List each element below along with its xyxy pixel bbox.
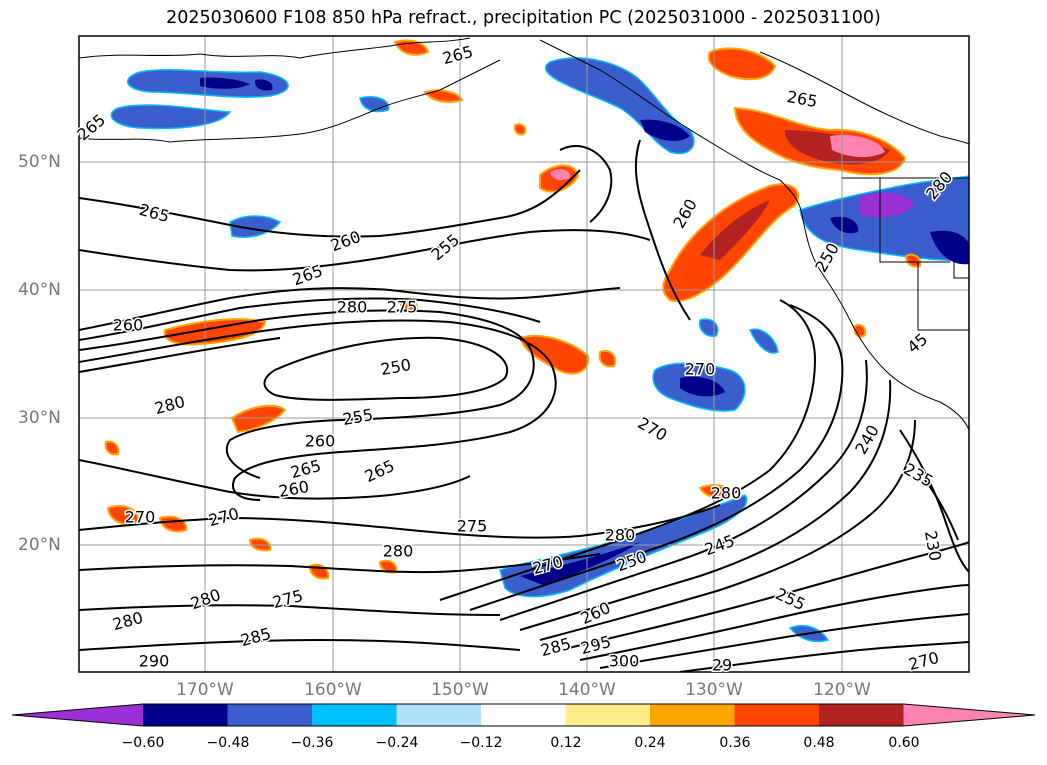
- lat-label-20n: 20°N: [18, 535, 61, 555]
- refractivity-contours: [79, 139, 969, 672]
- colorbar-extend-left: [12, 704, 143, 726]
- colorbar-tick-label: 0.12: [550, 735, 582, 751]
- colorbar-outline: [11, 703, 1036, 727]
- colorbar-swatch: [650, 704, 735, 726]
- colorbar-tick-label: −0.48: [206, 735, 250, 751]
- lon-label-160w: 160°W: [304, 680, 362, 700]
- colorbar-tick-label: −0.24: [375, 735, 419, 751]
- colorbar-swatch: [396, 704, 482, 726]
- contour-label: 275: [457, 517, 488, 536]
- lon-label-150w: 150°W: [431, 680, 489, 700]
- colorbar-swatch: [819, 704, 904, 726]
- colorbar-swatch: [481, 704, 566, 726]
- colorbar-tick-label: 0.60: [888, 735, 920, 751]
- contour-label: 260: [113, 316, 144, 335]
- lon-label-120w: 120°W: [813, 680, 871, 700]
- contour-label: 29: [712, 656, 732, 675]
- colorbar-swatch: [143, 704, 228, 726]
- contour-label: 280: [383, 542, 414, 561]
- colorbar-tick-label: −0.12: [459, 735, 503, 751]
- contour-label: 275: [387, 298, 418, 317]
- colorbar-tick-label: −0.60: [121, 735, 165, 751]
- contour-label: 280: [337, 298, 368, 317]
- graticule: [79, 36, 969, 672]
- colorbar-extend-right: [903, 704, 1035, 726]
- lon-label-130w: 130°W: [685, 680, 743, 700]
- contour-label: 290: [139, 652, 170, 671]
- lon-label-140w: 140°W: [558, 680, 616, 700]
- colorbar-tick-label: 0.36: [719, 735, 751, 751]
- colorbar-swatch: [312, 704, 397, 726]
- colorbar-tick-label: −0.36: [290, 735, 334, 751]
- contour-label: 280: [711, 484, 742, 503]
- coastlines: [79, 37, 969, 431]
- lat-label-40n: 40°N: [18, 280, 61, 300]
- colorbar-swatch: [227, 704, 313, 726]
- colorbar-swatch: [565, 704, 651, 726]
- colorbar-tick-label: 0.48: [803, 735, 835, 751]
- map-title: 2025030600 F108 850 hPa refract., precip…: [166, 8, 881, 28]
- map-border: [78, 35, 970, 673]
- colorbar: [11, 703, 1036, 727]
- negative-precip-regions: [110, 57, 969, 643]
- contour-label: 300: [609, 652, 640, 671]
- contour-label: 270: [125, 508, 156, 527]
- colorbar-tick-label: 0.24: [634, 735, 666, 751]
- contour-label: 270: [685, 360, 716, 379]
- lat-label-50n: 50°N: [18, 152, 61, 172]
- contour-label: 260: [305, 432, 336, 451]
- contour-label: 280: [605, 526, 636, 545]
- colorbar-swatch: [734, 704, 820, 726]
- lon-label-170w: 170°W: [176, 680, 234, 700]
- lat-label-30n: 30°N: [18, 408, 61, 428]
